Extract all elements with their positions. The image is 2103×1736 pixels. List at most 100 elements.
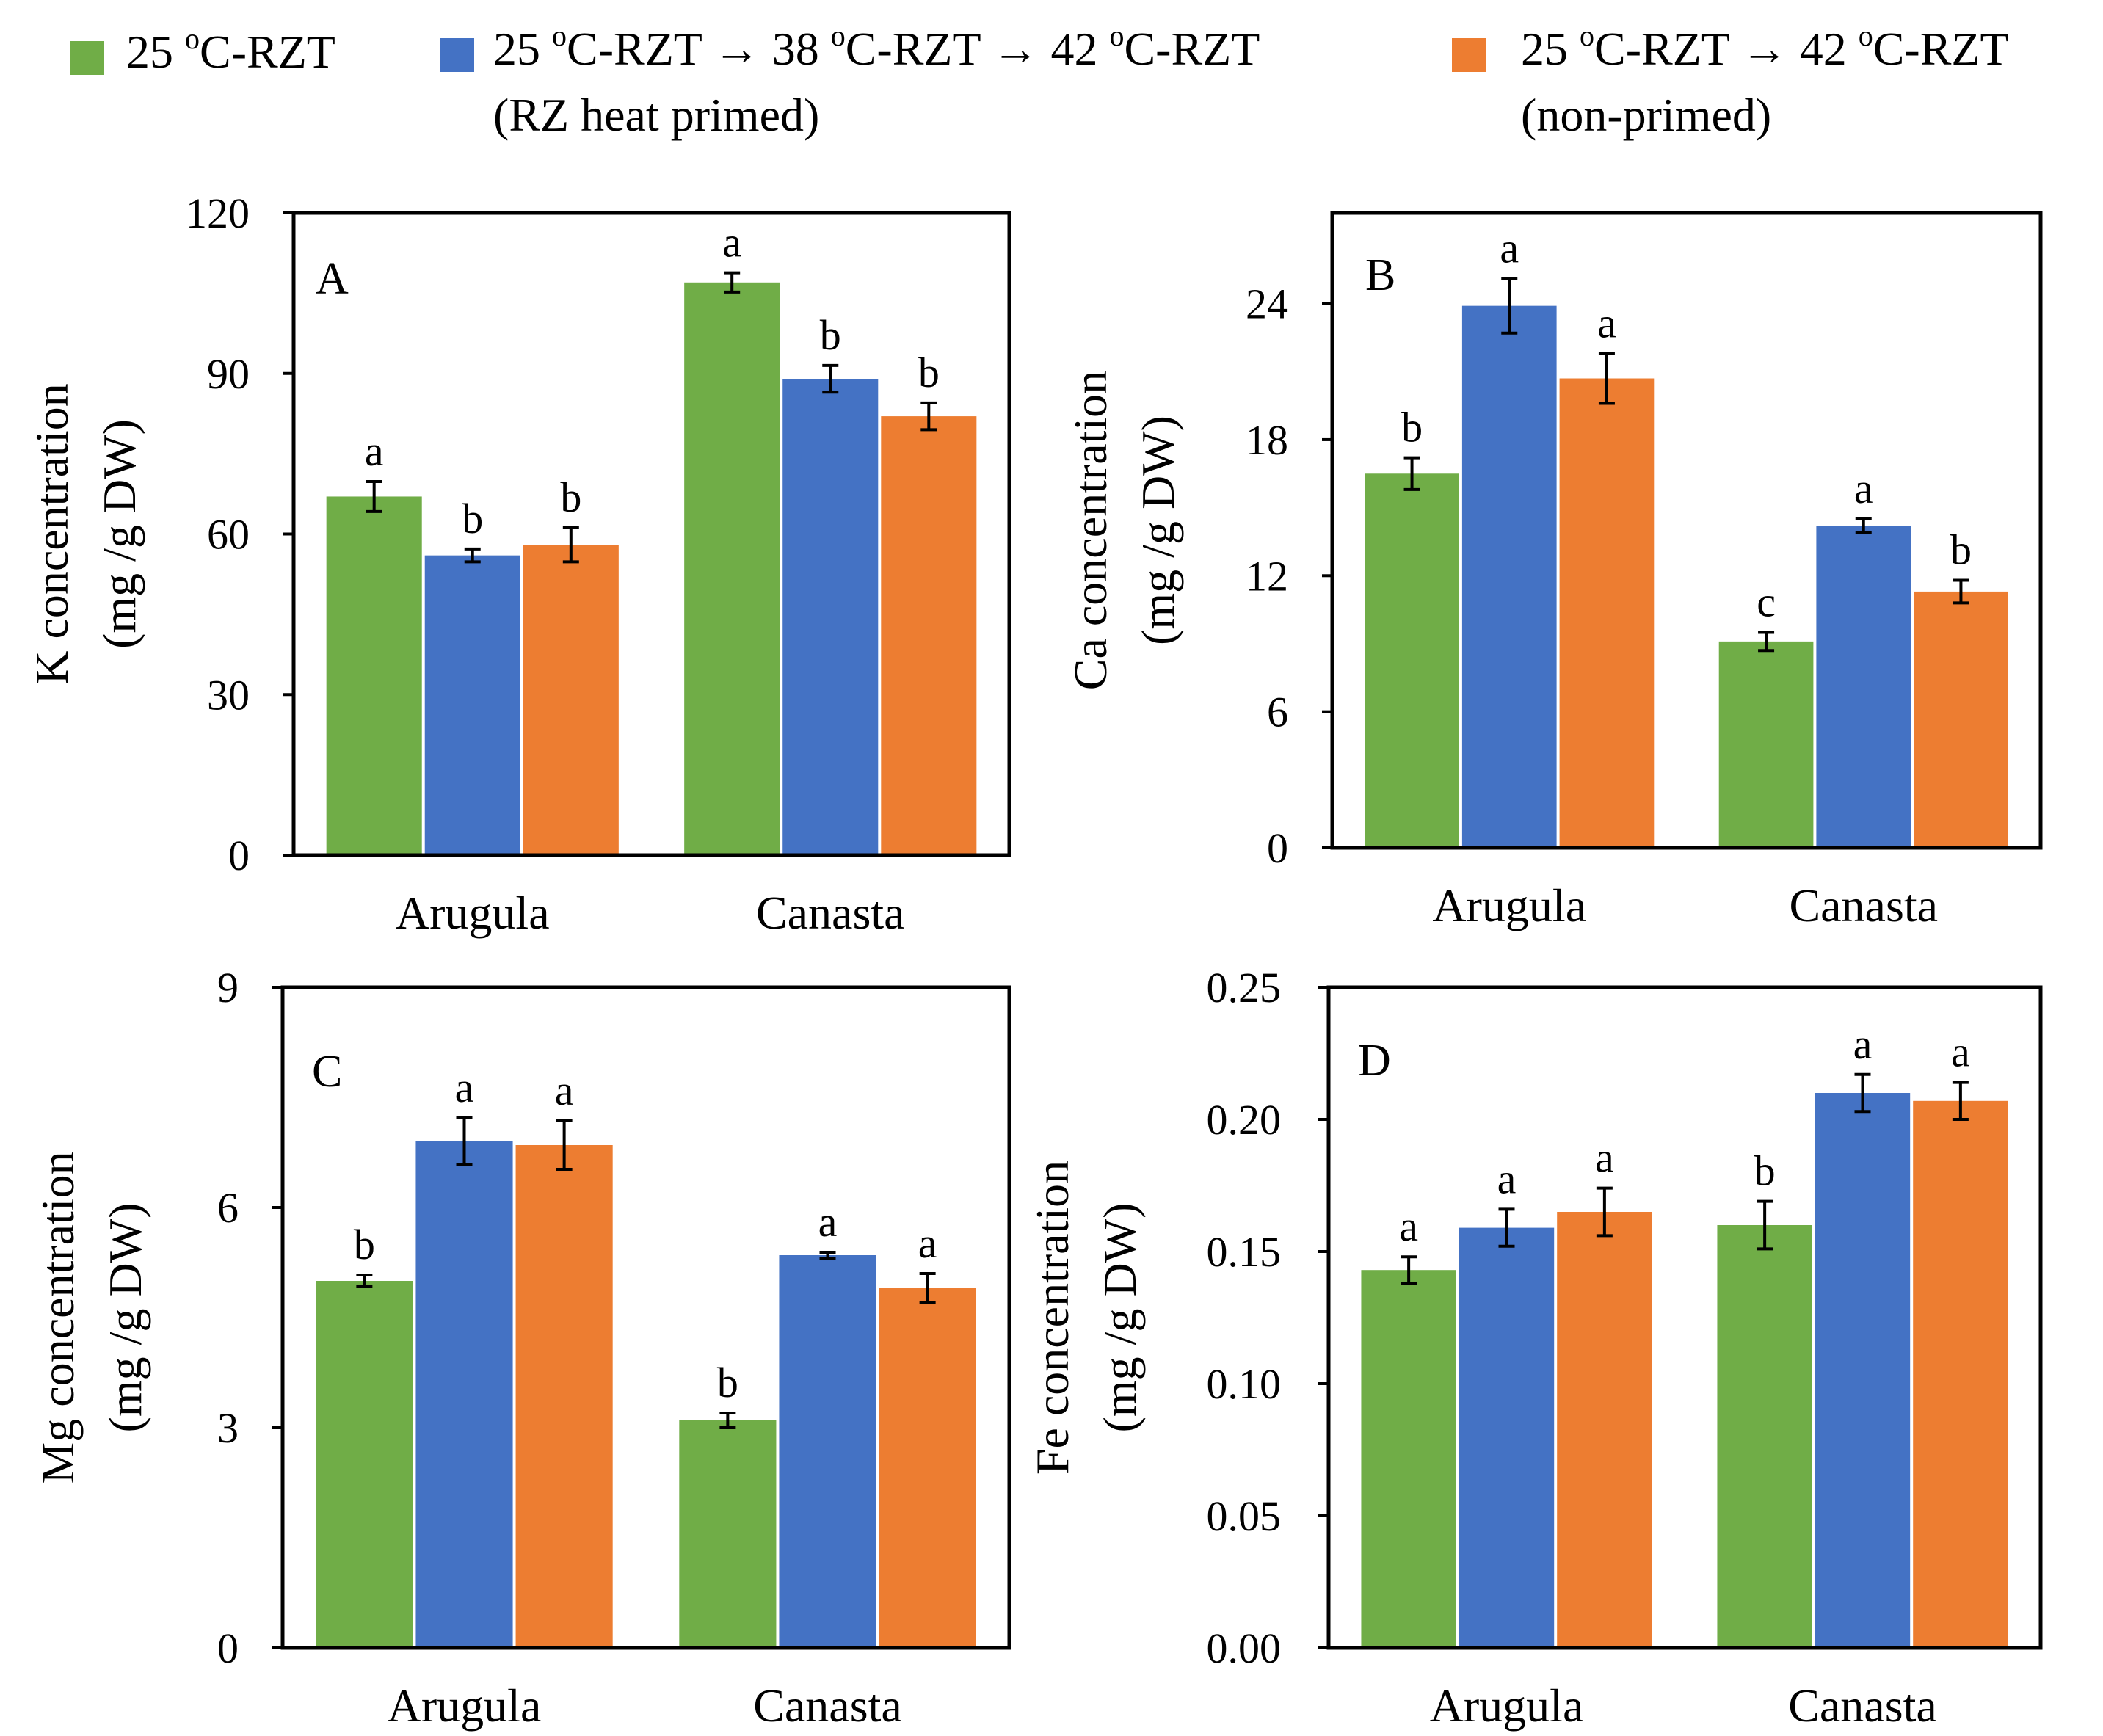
bar [1717, 1225, 1812, 1648]
bar [881, 416, 977, 855]
y-tick-label: 3 [217, 1404, 239, 1452]
bar [1459, 1227, 1555, 1648]
y-tick-label: 0.05 [1207, 1492, 1282, 1540]
x-category-label: Arugula [396, 887, 550, 939]
bar [1557, 1212, 1652, 1648]
y-axis-title: Mg concentration [32, 1151, 84, 1483]
significance-letter: b [354, 1221, 375, 1268]
y-axis-title-units: (mg /g DW) [93, 419, 145, 649]
y-tick-label: 6 [1267, 689, 1288, 736]
bar [424, 555, 520, 855]
y-tick-label: 6 [217, 1184, 239, 1232]
y-tick-label: 30 [207, 671, 250, 719]
y-tick-label: 0.20 [1207, 1096, 1282, 1144]
x-category-label: Canasta [1788, 1679, 1937, 1732]
bar [1365, 473, 1459, 848]
significance-letter: a [1497, 1155, 1517, 1202]
bar [1913, 1100, 2008, 1648]
bar [1559, 378, 1655, 848]
y-tick-label: 90 [207, 350, 250, 398]
significance-letter: a [365, 427, 384, 475]
panel-letter: B [1365, 250, 1395, 300]
significance-letter: a [1500, 225, 1519, 272]
bar [782, 379, 879, 855]
y-tick-label: 12 [1246, 552, 1288, 600]
bar [779, 1255, 876, 1648]
panel-letter: A [316, 254, 349, 304]
significance-letter: c [1757, 578, 1776, 626]
plot-frame [280, 985, 1011, 1650]
significance-letter: a [555, 1067, 574, 1114]
y-tick-label: 0 [228, 832, 250, 879]
plot-frame [1326, 985, 2043, 1650]
panel-letter: D [1358, 1036, 1391, 1086]
significance-letter: a [1853, 1020, 1873, 1068]
legend-swatch-orange [1452, 38, 1486, 72]
bar [684, 282, 780, 856]
panel-d: a b a a a a 0.00 0.05 0.10 0.15 0.20 0.25 Arugula Can… [1026, 964, 2043, 1732]
y-axis-title-units: (mg /g DW) [1132, 415, 1184, 645]
y-axis-title-units: (mg /g DW) [1094, 1203, 1146, 1433]
bar [1815, 1093, 1911, 1648]
y-tick-label: 60 [207, 511, 250, 559]
panel-a: a a b b b b 0 30 60 90 120 Arugula Canasta A K concent… [26, 189, 1011, 939]
significance-letter: b [462, 495, 483, 542]
significance-letter: b [560, 473, 581, 521]
significance-letter: b [820, 311, 841, 359]
x-category-label: Arugula [388, 1679, 542, 1732]
significance-letter: a [818, 1198, 838, 1246]
bar [326, 496, 422, 855]
y-tick-label: 18 [1246, 416, 1288, 464]
legend-text-3-line2: (non-primed) [1521, 89, 1772, 141]
x-category-label: Arugula [1430, 1679, 1584, 1732]
bar [1816, 526, 1911, 848]
y-axis-title: K concentration [26, 383, 78, 685]
y-tick-label: 24 [1246, 280, 1288, 328]
bar [879, 1288, 976, 1648]
y-tick-label: 120 [186, 189, 250, 237]
bar [415, 1141, 513, 1648]
y-tick-label: 0 [1267, 824, 1288, 872]
significance-letter: a [1597, 299, 1616, 347]
plot-frame [1330, 211, 2043, 850]
bar [1718, 641, 1814, 848]
panel-b: b c a a a b 0 6 12 18 24 Arugula Canasta B Ca concentr… [1064, 211, 2043, 931]
legend: 25 oC-RZT 25 oC-RZT → 38 oC-RZT → 42 oC-… [0, 0, 2103, 147]
y-tick-label: 0.25 [1207, 964, 1282, 1012]
y-axis-title-units: (mg /g DW) [99, 1203, 151, 1433]
y-axis-title: Fe concentration [1026, 1161, 1078, 1475]
significance-letter: a [1854, 465, 1873, 512]
y-tick-label: 0.00 [1207, 1624, 1282, 1672]
y-tick-label: 9 [217, 964, 239, 1012]
bar [1914, 591, 2008, 848]
significance-letter: b [1401, 404, 1423, 451]
legend-swatch-blue [440, 38, 474, 72]
bar [523, 545, 619, 855]
panel-letter: C [312, 1047, 342, 1097]
bar [316, 1281, 413, 1648]
legend-text-2: 25 oC-RZT → 38 oC-RZT → 42 oC-RZT [493, 19, 1260, 76]
legend-swatch-green [70, 41, 104, 75]
significance-letter: a [1399, 1202, 1418, 1250]
significance-letter: b [918, 349, 940, 396]
significance-letter: b [1950, 526, 1972, 573]
x-category-label: Canasta [1789, 879, 1938, 931]
y-axis-title: Ca concentration [1064, 371, 1116, 690]
significance-letter: b [1754, 1147, 1776, 1195]
x-category-label: Canasta [756, 887, 905, 939]
legend-text-2-line2: (RZ heat primed) [493, 89, 820, 141]
significance-letter: a [1595, 1134, 1614, 1182]
significance-letter: a [918, 1219, 937, 1267]
x-category-label: Canasta [753, 1679, 902, 1732]
y-tick-label: 0.15 [1207, 1228, 1282, 1276]
significance-letter: a [1951, 1028, 1970, 1076]
legend-text-3: 25 oC-RZT → 42 oC-RZT [1521, 19, 2009, 76]
y-tick-label: 0 [217, 1624, 239, 1672]
panel-c: b b a a a a 0 3 6 9 Arugula Canasta C Mg concentratio… [32, 964, 1011, 1732]
significance-letter: b [717, 1359, 738, 1406]
significance-letter: a [455, 1064, 474, 1111]
y-tick-label: 0.10 [1207, 1360, 1282, 1408]
bar [515, 1145, 613, 1648]
bar [1461, 305, 1557, 848]
